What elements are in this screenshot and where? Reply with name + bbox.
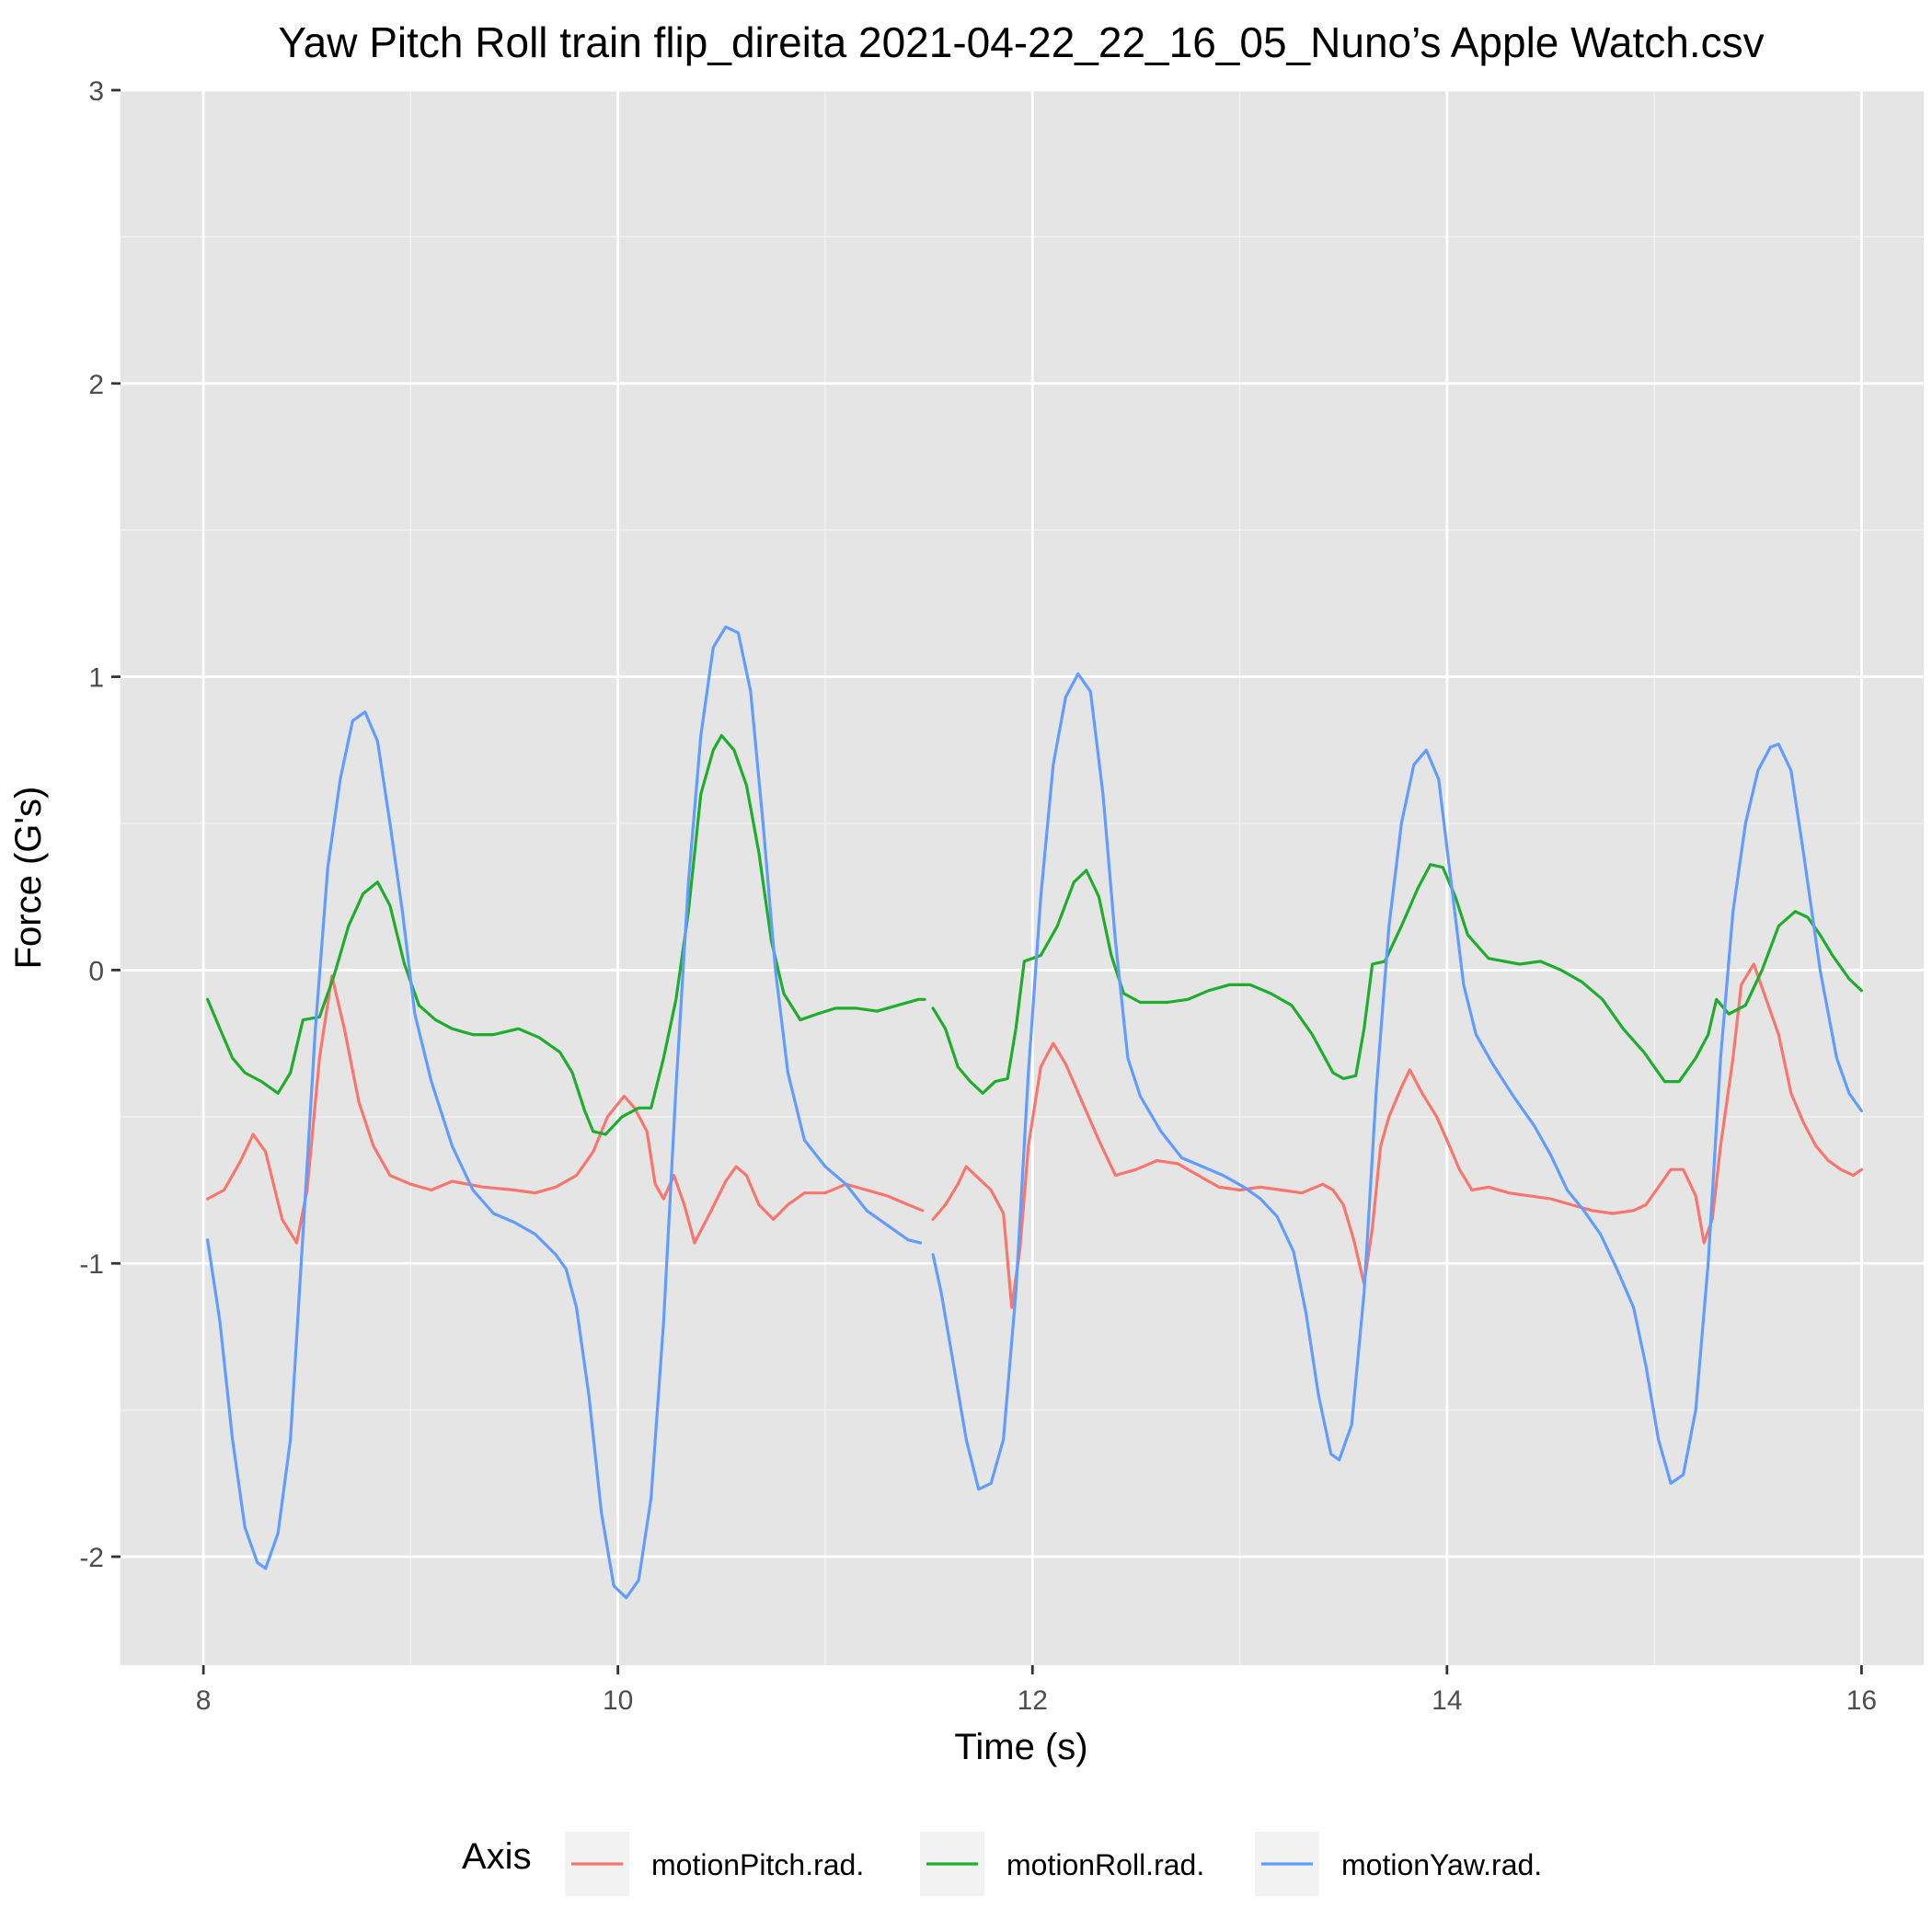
y-tick-label: 0 bbox=[88, 956, 104, 986]
y-axis-title: Force (G's) bbox=[8, 787, 49, 970]
x-tick-label: 16 bbox=[1846, 1685, 1877, 1716]
x-tick-label: 8 bbox=[196, 1685, 212, 1716]
legend-item-motionpitch-rad: motionPitch.rad. bbox=[565, 1832, 864, 1896]
y-axis: -2 -1 0 1 2 3 bbox=[79, 76, 121, 1573]
legend-title: Axis bbox=[462, 1836, 532, 1877]
legend-item-motionyaw-rad: motionYaw.rad. bbox=[1255, 1832, 1542, 1896]
series-line-motionroll-rad bbox=[206, 733, 926, 1136]
series-line-motionroll-rad bbox=[931, 863, 1863, 1095]
y-tick-label: 3 bbox=[88, 76, 104, 107]
series-line-motionyaw-rad bbox=[931, 672, 1863, 1491]
legend-label: motionYaw.rad. bbox=[1341, 1848, 1542, 1881]
grid-minor bbox=[121, 90, 1924, 1665]
legend-label: motionPitch.rad. bbox=[651, 1848, 864, 1881]
x-tick-label: 14 bbox=[1432, 1685, 1462, 1716]
series-line-motionpitch-rad bbox=[931, 962, 1863, 1309]
legend: Axis motionPitch.rad. motionRoll.rad. moti… bbox=[462, 1832, 1542, 1896]
legend-item-motionroll-rad: motionRoll.rad. bbox=[920, 1832, 1204, 1896]
y-tick-label: -2 bbox=[79, 1543, 104, 1573]
y-tick-label: 1 bbox=[88, 663, 104, 694]
x-axis-title: Time (s) bbox=[954, 1727, 1087, 1767]
legend-label: motionRoll.rad. bbox=[1006, 1848, 1204, 1881]
x-tick-label: 12 bbox=[1018, 1685, 1048, 1716]
y-tick-label: -1 bbox=[79, 1249, 104, 1280]
plot-background bbox=[121, 90, 1924, 1665]
series-layer bbox=[206, 625, 1863, 1600]
chart-title: Yaw Pitch Roll train flip_direita 2021-0… bbox=[278, 18, 1764, 66]
y-tick-label: 2 bbox=[88, 370, 104, 400]
series-line-motionyaw-rad bbox=[206, 625, 923, 1600]
x-tick-label: 10 bbox=[603, 1685, 633, 1716]
x-axis: 8 10 12 14 16 bbox=[196, 1665, 1877, 1716]
